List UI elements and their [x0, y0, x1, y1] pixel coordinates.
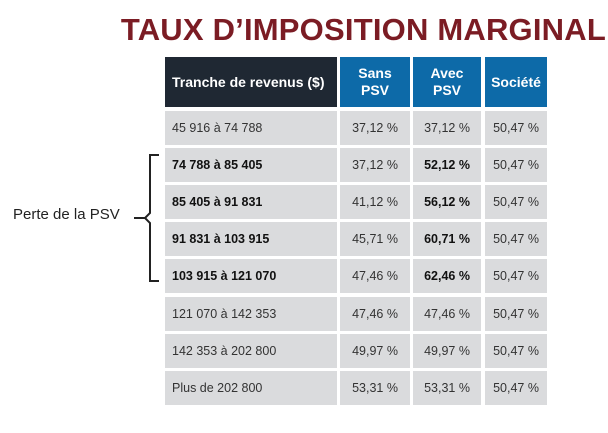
header-avec-psv: Avec PSV: [413, 57, 481, 107]
tranche-cell: 103 915 à 121 070: [165, 259, 337, 293]
sans-psv-cell: 45,71 %: [340, 222, 410, 256]
header-tranche-label: Tranche de revenus ($): [172, 73, 325, 90]
sans-psv-cell: 47,46 %: [340, 297, 410, 331]
tranche-cell: 74 788 à 85 405: [165, 148, 337, 182]
header-avec-line2: PSV: [432, 82, 461, 98]
avec-psv-cell: 52,12 %: [413, 148, 481, 182]
header-sans-line1: Sans: [358, 65, 392, 81]
psv-brace: [134, 154, 159, 282]
tranche-cell: 45 916 à 74 788: [165, 111, 337, 145]
societe-cell: 50,47 %: [485, 148, 547, 182]
page-title: TAUX D’IMPOSITION MARGINAL: [120, 12, 606, 47]
avec-psv-cell: 47,46 %: [413, 297, 481, 331]
header-avec-line1: Avec: [430, 65, 464, 81]
psv-loss-label: Perte de la PSV: [13, 206, 120, 223]
sans-psv-cell: 53,31 %: [340, 371, 410, 405]
societe-cell: 50,47 %: [485, 222, 547, 256]
header-societe-label: Société: [491, 73, 541, 90]
tranche-cell: 121 070 à 142 353: [165, 297, 337, 331]
avec-psv-cell: 60,71 %: [413, 222, 481, 256]
header-sans-line2: PSV: [360, 82, 389, 98]
header-societe: Société: [485, 57, 547, 107]
societe-cell: 50,47 %: [485, 259, 547, 293]
avec-psv-cell: 49,97 %: [413, 334, 481, 368]
tranche-cell: 142 353 à 202 800: [165, 334, 337, 368]
societe-cell: 50,47 %: [485, 111, 547, 145]
tranche-cell: 85 405 à 91 831: [165, 185, 337, 219]
societe-cell: 50,47 %: [485, 334, 547, 368]
societe-cell: 50,47 %: [485, 297, 547, 331]
avec-psv-cell: 37,12 %: [413, 111, 481, 145]
sans-psv-cell: 41,12 %: [340, 185, 410, 219]
tranche-cell: 91 831 à 103 915: [165, 222, 337, 256]
tranche-cell: Plus de 202 800: [165, 371, 337, 405]
header-tranche: Tranche de revenus ($): [165, 57, 337, 107]
avec-psv-cell: 62,46 %: [413, 259, 481, 293]
avec-psv-cell: 53,31 %: [413, 371, 481, 405]
societe-cell: 50,47 %: [485, 371, 547, 405]
sans-psv-cell: 47,46 %: [340, 259, 410, 293]
sans-psv-cell: 37,12 %: [340, 111, 410, 145]
societe-cell: 50,47 %: [485, 185, 547, 219]
sans-psv-cell: 37,12 %: [340, 148, 410, 182]
avec-psv-cell: 56,12 %: [413, 185, 481, 219]
header-sans-psv: Sans PSV: [340, 57, 410, 107]
sans-psv-cell: 49,97 %: [340, 334, 410, 368]
